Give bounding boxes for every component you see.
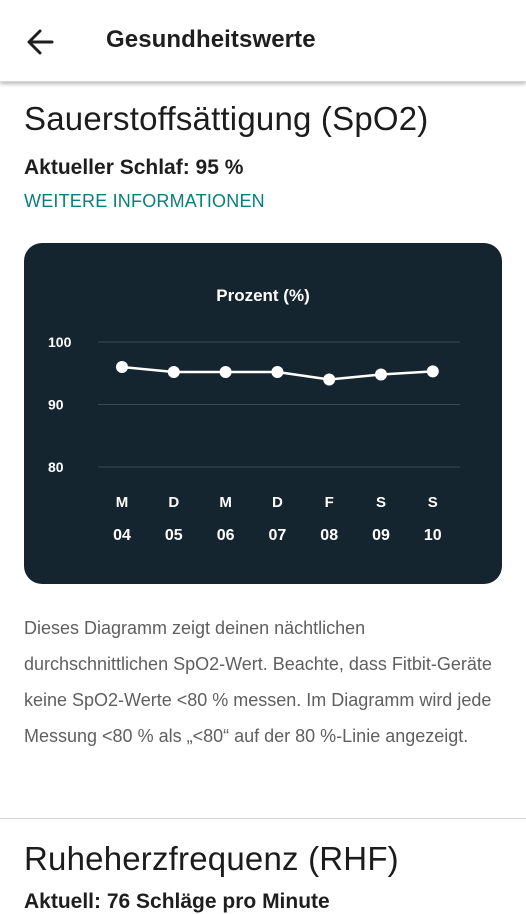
y-tick-label: 80 [48,459,64,475]
x-weekday-label: F [325,494,334,511]
x-weekday-label: S [376,494,386,511]
data-point [219,366,232,378]
x-day-label: 04 [113,527,131,544]
more-information-link[interactable]: WEITERE INFORMATIONEN [24,191,265,211]
x-weekday-label: M [116,494,129,511]
y-tick-label: 100 [48,334,72,350]
rhr-current-value: Aktuell: 76 Schläge pro Minute [24,890,330,913]
data-point [167,366,180,378]
data-point [271,366,284,378]
data-point [323,373,336,386]
current-sleep-value: Aktueller Schlaf: 95 % [24,156,244,179]
spo2-section-title: Sauerstoffsättigung (SpO2) [24,100,429,137]
arrow-left-icon [27,29,54,55]
x-day-label: 06 [217,527,235,544]
section-divider [0,818,526,819]
x-day-label: 10 [424,527,442,544]
x-weekday-label: D [168,494,179,511]
back-button[interactable] [22,22,62,62]
x-day-label: 07 [269,527,287,544]
data-point [375,368,387,381]
y-tick-label: 90 [48,397,64,413]
x-weekday-label: S [428,494,438,511]
spo2-line-chart: Prozent (%) 100 90 80 M D M D F S S 04 05 06 07 08 09 10 [48,286,460,544]
x-day-label: 05 [165,527,183,544]
chart-description: Dieses Diagramm zeigt deinen nächtlichen… [24,618,492,746]
x-day-label: 08 [320,527,338,544]
rhr-section-title: Ruheherzfrequenz (RHF) [24,840,399,877]
x-weekday-label: M [219,494,232,511]
x-weekday-label: D [272,494,283,511]
data-point [426,365,439,378]
chart-title: Prozent (%) [216,286,310,305]
x-day-label: 09 [372,527,390,544]
app-bar: Gesundheitswerte [0,0,526,82]
page-title: Gesundheitswerte [106,26,316,53]
data-point [116,361,128,373]
spo2-chart-card: Prozent (%) 100 90 80 M D M D F S S 04 05 06 07 08 09 10 [24,243,502,584]
